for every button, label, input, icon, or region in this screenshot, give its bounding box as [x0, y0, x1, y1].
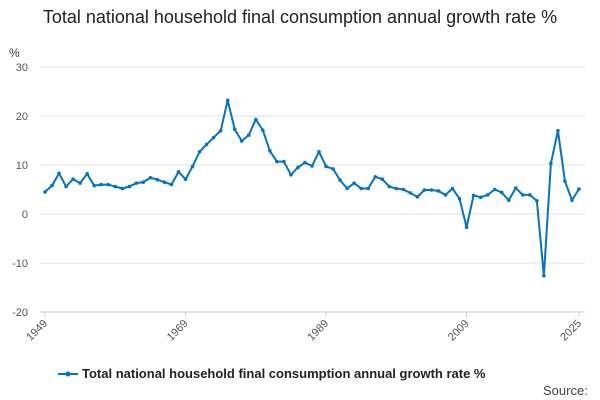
data-point [513, 186, 518, 190]
data-point [457, 197, 462, 201]
data-point [253, 117, 258, 122]
data-point [127, 184, 132, 189]
data-point [78, 181, 82, 185]
legend-label: Total national household final consumpti… [82, 366, 486, 381]
data-point [373, 174, 378, 179]
data-point [478, 195, 483, 200]
data-point [141, 180, 146, 184]
data-point [204, 142, 209, 147]
legend-line-marker [58, 371, 78, 376]
data-point [331, 167, 335, 171]
data-point [197, 149, 202, 154]
data-point [50, 183, 54, 188]
x-tick-label: 2025 [558, 318, 584, 344]
x-tick-label: 1989 [305, 318, 331, 344]
data-point [92, 183, 96, 188]
source-label: Source: [543, 383, 588, 398]
data-point [64, 184, 68, 189]
data-point [148, 175, 153, 180]
data-point [99, 182, 104, 187]
data-point [563, 179, 567, 183]
data-point [85, 172, 89, 176]
data-point [134, 181, 139, 185]
data-point [345, 186, 349, 191]
data-point [268, 148, 272, 153]
data-point [282, 159, 286, 164]
data-point [261, 128, 265, 133]
data-point [464, 225, 469, 230]
y-tick-label: -10 [12, 258, 28, 270]
legend: Total national household final consumpti… [58, 366, 486, 381]
x-tick-label: 2009 [446, 318, 472, 344]
data-point [415, 195, 420, 199]
data-point [485, 193, 490, 197]
data-point [155, 177, 160, 182]
data-point [429, 188, 434, 192]
data-point [492, 187, 497, 192]
data-point [303, 160, 307, 165]
data-point [176, 170, 181, 174]
y-tick-label: 0 [22, 209, 28, 221]
data-point [289, 173, 293, 177]
y-tick-label: -20 [12, 307, 28, 319]
chart-title: Total national household final consumpti… [42, 7, 558, 27]
data-point [120, 186, 125, 191]
y-tick-label: 20 [16, 111, 28, 123]
data-point [436, 189, 441, 193]
data-point [499, 190, 504, 195]
data-point [443, 193, 448, 197]
data-point [352, 181, 356, 185]
data-point [211, 135, 216, 140]
data-point [183, 177, 188, 182]
data-point [542, 273, 546, 278]
data-point [317, 149, 321, 154]
data-point [225, 98, 230, 103]
data-point [450, 186, 455, 191]
data-point [246, 133, 251, 137]
data-point [506, 198, 511, 203]
data-point [359, 186, 363, 191]
data-point [535, 198, 539, 203]
data-point [577, 187, 581, 191]
y-tick-label: 30 [16, 62, 28, 74]
data-point [113, 184, 118, 189]
y-tick-label: 10 [16, 160, 28, 172]
data-point [338, 178, 342, 182]
data-point [169, 182, 174, 187]
data-point [408, 191, 413, 195]
data-point [310, 164, 314, 168]
data-point [57, 171, 61, 176]
data-point [324, 164, 328, 169]
data-point [471, 193, 476, 198]
data-point [296, 165, 300, 170]
data-point [528, 193, 532, 197]
data-point [366, 186, 371, 191]
data-point [162, 180, 167, 184]
y-axis-label: % [9, 46, 20, 60]
data-point [43, 190, 47, 194]
data-point [570, 198, 574, 203]
data-point [71, 177, 75, 182]
series-line [44, 99, 580, 277]
data-point [218, 128, 223, 133]
data-point [422, 188, 427, 192]
data-point [232, 127, 237, 132]
data-point [394, 186, 399, 191]
data-point [401, 187, 406, 192]
data-point [387, 184, 392, 189]
x-tick-label: 1949 [24, 318, 50, 344]
data-point [275, 159, 279, 164]
data-point [520, 193, 525, 197]
data-point [556, 128, 560, 133]
data-point [239, 139, 244, 143]
data-point [549, 161, 553, 166]
data-point [380, 177, 385, 182]
data-point [190, 164, 195, 169]
x-tick-label: 1969 [165, 318, 191, 344]
data-point [106, 182, 111, 187]
